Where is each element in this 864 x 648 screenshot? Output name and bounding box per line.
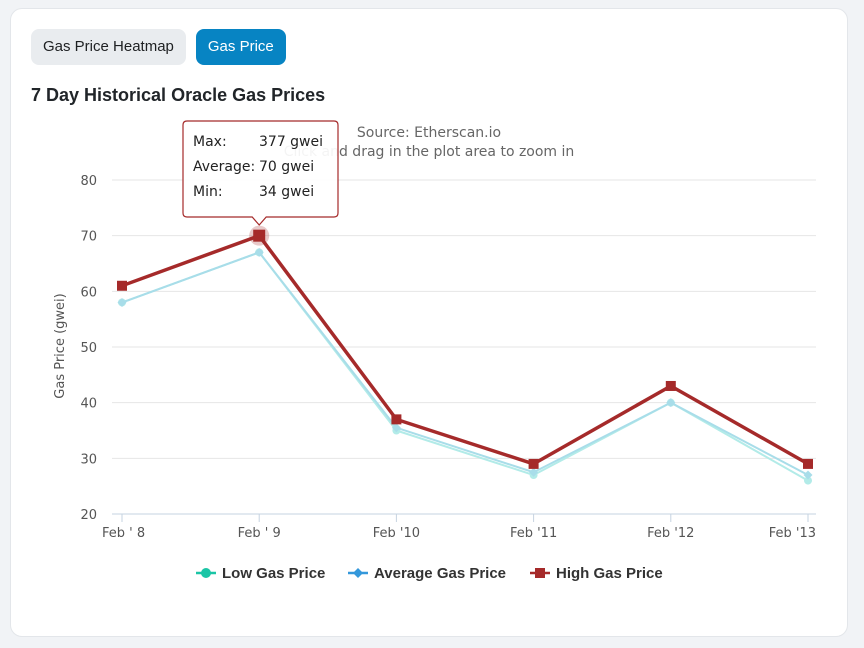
axes: 20 30 40 50 60 70 80 Feb ' 8 Feb ' 9 Feb '10 Feb '…: [80, 174, 816, 541]
data-point[interactable]: [803, 458, 813, 469]
chart-tabs: Gas Price Heatmap Gas Price: [31, 29, 286, 65]
legend-item-label[interactable]: Average Gas Price: [374, 565, 506, 582]
data-point[interactable]: [254, 247, 264, 257]
x-tick-label: Feb '13: [769, 526, 816, 541]
series-line-circle[interactable]: [121, 251, 809, 482]
x-tick-label: Feb '10: [373, 526, 420, 541]
data-point[interactable]: [117, 280, 127, 291]
data-point[interactable]: [391, 414, 402, 425]
x-tick-label: Feb '12: [647, 526, 694, 541]
y-tick-label: 70: [80, 230, 97, 245]
data-point[interactable]: [253, 229, 266, 242]
data-point[interactable]: [804, 476, 812, 485]
x-tick-label: Feb '11: [510, 526, 557, 541]
series-line-diamond[interactable]: [121, 251, 809, 476]
series-lines: [117, 225, 813, 485]
tab-gas-price[interactable]: Gas Price: [195, 29, 286, 65]
y-tick-label: 60: [80, 285, 97, 300]
legend-marker-circle: [201, 568, 211, 578]
x-tick-label: Feb ' 9: [238, 526, 281, 541]
series-line-square[interactable]: [121, 233, 809, 466]
tab-gas-price-heatmap[interactable]: Gas Price Heatmap: [31, 29, 186, 65]
data-point[interactable]: [391, 423, 401, 433]
tooltip-row-value: 34 gwei: [259, 184, 314, 200]
chart-subtitle-source: Source: Etherscan.io: [357, 125, 501, 141]
legend-item-label[interactable]: High Gas Price: [556, 565, 663, 582]
tooltip-row-label: Max:: [193, 134, 227, 150]
tooltip-box: [182, 120, 339, 226]
chart-title: 7 Day Historical Oracle Gas Prices: [31, 85, 326, 105]
tooltip-row-label: Min:: [193, 184, 223, 200]
y-tick-label: 80: [80, 174, 97, 189]
data-point[interactable]: [665, 380, 676, 391]
y-tick-label: 40: [80, 397, 97, 412]
legend-marker-square: [535, 568, 545, 578]
legend-marker-diamond: [353, 568, 363, 578]
tooltip-row-value: 377 gwei: [259, 134, 323, 150]
legend-item-label[interactable]: Low Gas Price: [222, 565, 325, 582]
y-tick-label: 30: [80, 452, 97, 467]
grid-lines: [112, 179, 816, 515]
chart-subtitle-zoom: Click and drag in the plot area to zoom …: [284, 144, 575, 160]
y-tick-label: 50: [80, 341, 97, 356]
data-point[interactable]: [803, 470, 813, 480]
data-point[interactable]: [528, 458, 539, 469]
y-tick-label: 20: [80, 508, 97, 523]
data-point[interactable]: [529, 467, 539, 477]
tooltip-row-label: Average:: [193, 159, 255, 175]
x-tick-label: Feb ' 8: [102, 526, 145, 541]
gas-price-card: Gas Price Heatmap Gas Price 7 Day Histor…: [10, 8, 848, 637]
data-point[interactable]: [666, 398, 676, 408]
y-axis-title: Gas Price (gwei): [53, 293, 68, 398]
tooltip-row-value: 70 gwei: [259, 159, 314, 175]
legend: Low Gas Price Average Gas Price High Gas P…: [196, 565, 663, 582]
data-point[interactable]: [117, 297, 127, 307]
